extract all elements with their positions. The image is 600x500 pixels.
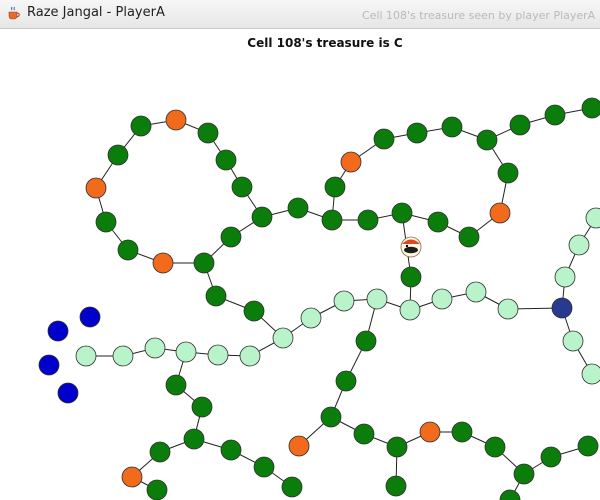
board-cells bbox=[38, 97, 600, 500]
unvisited-cell[interactable] bbox=[107, 144, 129, 166]
path-cell[interactable] bbox=[75, 345, 97, 367]
unvisited-cell[interactable] bbox=[220, 226, 242, 248]
unvisited-cell[interactable] bbox=[251, 206, 273, 228]
unvisited-cell[interactable] bbox=[353, 423, 375, 445]
unvisited-cell[interactable] bbox=[220, 439, 242, 461]
unvisited-cell[interactable] bbox=[117, 239, 139, 261]
unvisited-cell[interactable] bbox=[509, 114, 531, 136]
treasure-cell[interactable] bbox=[288, 435, 310, 457]
unvisited-cell[interactable] bbox=[406, 122, 428, 144]
unvisited-cell[interactable] bbox=[130, 115, 152, 137]
path-cell[interactable] bbox=[333, 290, 355, 312]
unvisited-cell[interactable] bbox=[253, 456, 275, 478]
unvisited-cell[interactable] bbox=[324, 176, 346, 198]
unvisited-cell[interactable] bbox=[197, 122, 219, 144]
treasure-cell[interactable] bbox=[340, 151, 362, 173]
unvisited-cell[interactable] bbox=[149, 441, 171, 463]
path-cell[interactable] bbox=[431, 288, 453, 310]
treasure-cell[interactable] bbox=[165, 109, 187, 131]
unvisited-cell[interactable] bbox=[484, 436, 506, 458]
unvisited-cell[interactable] bbox=[451, 421, 473, 443]
unvisited-cell[interactable] bbox=[215, 149, 237, 171]
path-cell[interactable] bbox=[112, 345, 134, 367]
unvisited-cell[interactable] bbox=[577, 435, 599, 457]
current-cell[interactable] bbox=[551, 297, 573, 319]
path-cell[interactable] bbox=[175, 341, 197, 363]
unvisited-cell[interactable] bbox=[400, 266, 422, 288]
unvisited-cell[interactable] bbox=[193, 252, 215, 274]
unvisited-cell[interactable] bbox=[335, 370, 357, 392]
marker-dot bbox=[38, 354, 60, 376]
treasure-status-message: Cell 108's treasure is C bbox=[247, 36, 403, 50]
path-cell[interactable] bbox=[497, 298, 519, 320]
unvisited-cell[interactable] bbox=[391, 202, 413, 224]
unvisited-cell[interactable] bbox=[458, 226, 480, 248]
unvisited-cell[interactable] bbox=[357, 209, 379, 231]
background-window-title: Cell 108's treasure seen by player Playe… bbox=[362, 9, 596, 22]
treasure-cell[interactable] bbox=[85, 177, 107, 199]
treasure-cell[interactable] bbox=[152, 252, 174, 274]
unvisited-cell[interactable] bbox=[165, 374, 187, 396]
marker-dot bbox=[79, 306, 101, 328]
path-cell[interactable] bbox=[272, 327, 294, 349]
unvisited-cell[interactable] bbox=[183, 428, 205, 450]
unvisited-cell[interactable] bbox=[581, 97, 600, 119]
marker-dot bbox=[57, 382, 79, 404]
treasure-cell[interactable] bbox=[121, 466, 143, 488]
unvisited-cell[interactable] bbox=[205, 285, 227, 307]
unvisited-cell[interactable] bbox=[231, 176, 253, 198]
path-cell[interactable] bbox=[585, 207, 600, 229]
unvisited-cell[interactable] bbox=[499, 489, 521, 500]
java-coffee-cup-icon bbox=[8, 6, 20, 20]
game-board bbox=[38, 97, 600, 500]
window-title: Raze Jangal - PlayerA bbox=[27, 5, 165, 20]
path-cell[interactable] bbox=[239, 345, 261, 367]
unvisited-cell[interactable] bbox=[287, 197, 309, 219]
path-cell[interactable] bbox=[581, 363, 600, 385]
unvisited-cell[interactable] bbox=[95, 211, 117, 233]
unvisited-cell[interactable] bbox=[281, 476, 303, 498]
unvisited-cell[interactable] bbox=[540, 446, 562, 468]
unvisited-cell[interactable] bbox=[191, 396, 213, 418]
path-cell[interactable] bbox=[554, 266, 576, 288]
unvisited-cell[interactable] bbox=[513, 463, 535, 485]
unvisited-cell[interactable] bbox=[385, 475, 407, 497]
unvisited-cell[interactable] bbox=[386, 436, 408, 458]
path-cell[interactable] bbox=[399, 299, 421, 321]
path-cell[interactable] bbox=[568, 234, 590, 256]
path-cell[interactable] bbox=[366, 288, 388, 310]
unvisited-cell[interactable] bbox=[427, 211, 449, 233]
unvisited-cell[interactable] bbox=[243, 300, 265, 322]
treasure-cell[interactable] bbox=[489, 202, 511, 224]
path-cell[interactable] bbox=[207, 344, 229, 366]
path-cell[interactable] bbox=[144, 337, 166, 359]
unvisited-cell[interactable] bbox=[373, 128, 395, 150]
unvisited-cell[interactable] bbox=[146, 479, 168, 500]
unvisited-cell[interactable] bbox=[321, 209, 343, 231]
path-cell[interactable] bbox=[300, 307, 322, 329]
path-cell[interactable] bbox=[562, 330, 584, 352]
unvisited-cell[interactable] bbox=[355, 330, 377, 352]
path-cell[interactable] bbox=[465, 281, 487, 303]
unvisited-cell[interactable] bbox=[320, 406, 342, 428]
unvisited-cell[interactable] bbox=[441, 116, 463, 138]
unvisited-cell[interactable] bbox=[476, 129, 498, 151]
window-titlebar: Raze Jangal - PlayerA Cell 108's treasur… bbox=[0, 0, 600, 29]
marker-dot bbox=[47, 320, 69, 342]
unvisited-cell[interactable] bbox=[497, 162, 519, 184]
treasure-cell[interactable] bbox=[419, 421, 441, 443]
unvisited-cell[interactable] bbox=[544, 104, 566, 126]
player-token-icon bbox=[400, 236, 422, 258]
